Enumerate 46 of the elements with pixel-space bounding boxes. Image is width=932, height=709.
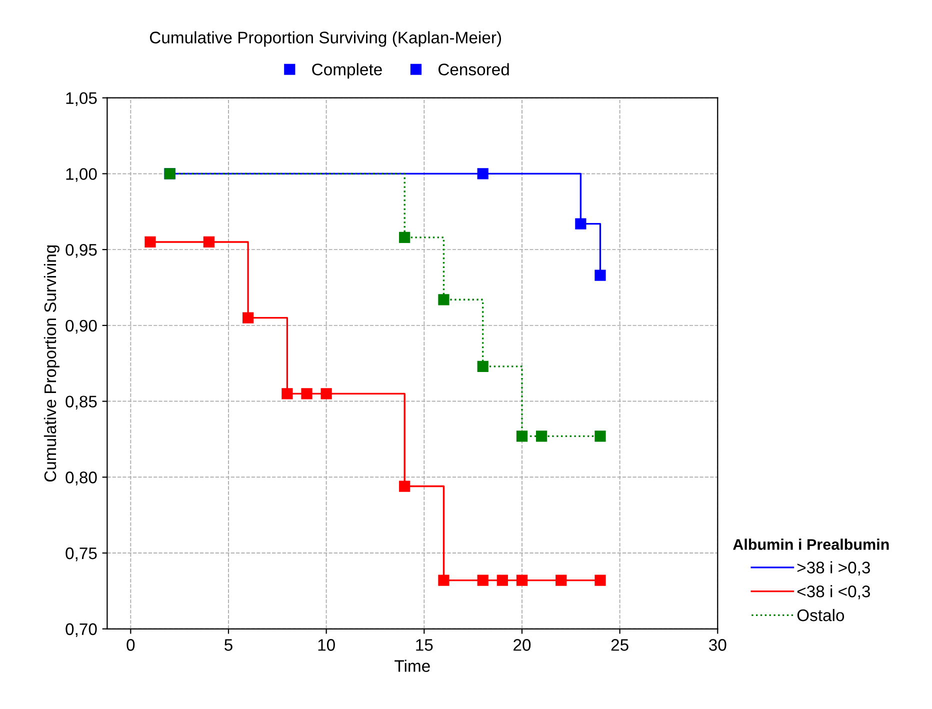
point [575, 218, 586, 230]
point [144, 236, 156, 248]
point [536, 430, 548, 442]
point [516, 574, 528, 586]
x-axis-title: Time [394, 660, 430, 672]
y-tick-label: 0,85 [66, 396, 97, 410]
point [477, 360, 488, 372]
y-tick-label: 1,05 [66, 92, 97, 106]
point [242, 312, 254, 324]
point [301, 388, 312, 400]
point [594, 270, 606, 281]
x-tick-label: 20 [514, 639, 531, 651]
legend-label: >38 i >0,3 [797, 561, 870, 576]
y-axis-title: Cumulative Proportion Surviving [44, 245, 60, 482]
x-tick-label: 10 [318, 639, 335, 651]
point [477, 168, 488, 180]
text: Censored [438, 63, 509, 76]
y-tick-label: 0,90 [66, 320, 97, 334]
x-tick-label: 25 [611, 639, 628, 651]
x-tick-label: 30 [709, 639, 726, 651]
point [399, 232, 410, 243]
y-tick-label: 0,95 [66, 244, 97, 258]
text: Complete [312, 63, 382, 79]
point [594, 574, 606, 586]
legend-label: Ostalo [797, 608, 844, 622]
point [399, 480, 410, 492]
chart-title: Cumulative Proportion Surviving (Kaplan-Meier) [150, 31, 502, 47]
point [438, 294, 450, 306]
point [496, 574, 508, 586]
point [203, 236, 214, 248]
point [477, 574, 488, 586]
point [516, 430, 528, 442]
legend-title: Albumin i Prealbumin [733, 538, 889, 550]
point [438, 574, 450, 586]
x-tick-label: 0 [126, 639, 135, 651]
point [594, 430, 606, 442]
x-tick-label: 15 [416, 639, 433, 651]
y-tick-label: 0,75 [66, 547, 97, 562]
x-tick-label: 5 [224, 639, 232, 651]
y-tick-label: 0,80 [66, 472, 97, 486]
point [556, 574, 567, 586]
y-tick-label: 1,00 [66, 168, 97, 182]
y-tick-label: 0,70 [66, 623, 97, 638]
point [282, 388, 293, 400]
point [320, 388, 332, 400]
legend-label: <38 i <0,3 [797, 585, 870, 600]
